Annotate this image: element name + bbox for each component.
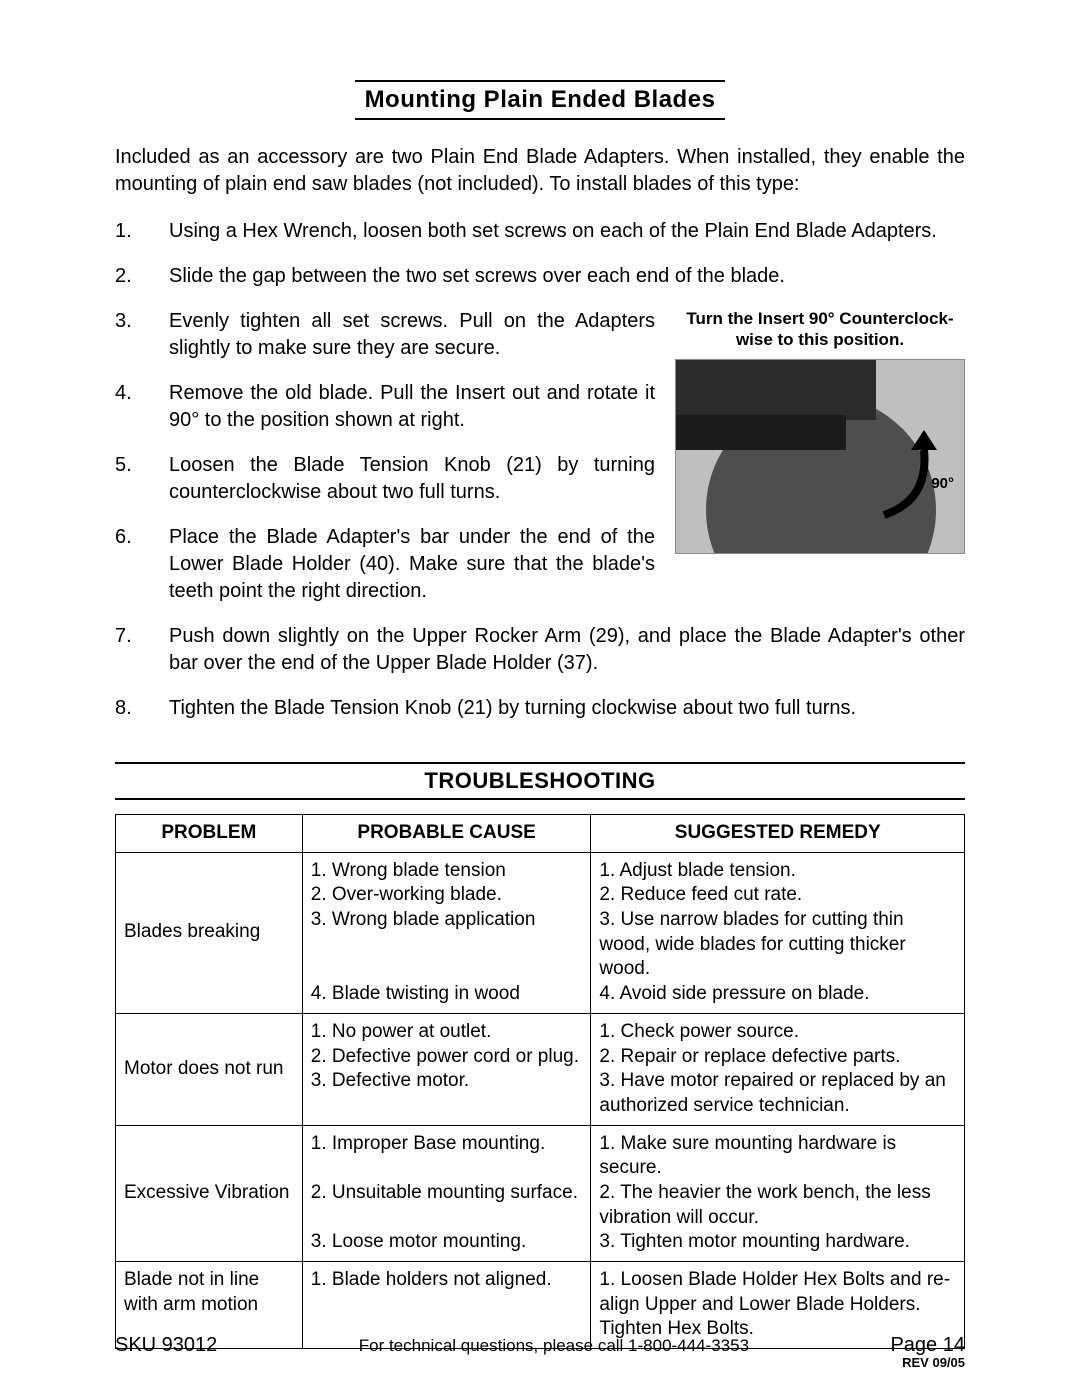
cell-cause: 1. No power at outlet. 2. Defective powe… [302,1013,591,1125]
step-text: Evenly tighten all set screws. Pull on t… [169,308,655,362]
figure-box: Turn the Insert 90° Counterclock-wise to… [675,308,965,554]
col-header-problem: PROBLEM [116,815,303,853]
table-header-row: PROBLEM PROBABLE CAUSE SUGGESTED REMEDY [116,815,965,853]
step-item: Evenly tighten all set screws. Pull on t… [115,308,655,362]
page-footer: SKU 93012 For technical questions, pleas… [115,1334,965,1357]
table-row: Motor does not run 1. No power at outlet… [116,1013,965,1125]
step-item: Using a Hex Wrench, loosen both set scre… [115,218,965,245]
step-item: Place the Blade Adapter's bar under the … [115,524,655,605]
section-title-text: Mounting Plain Ended Blades [355,80,726,120]
cell-problem: Excessive Vibration [116,1125,303,1261]
troubleshooting-table: PROBLEM PROBABLE CAUSE SUGGESTED REMEDY … [115,814,965,1349]
step-text: Place the Blade Adapter's bar under the … [169,524,655,605]
section-title-troubleshooting: TROUBLESHOOTING [115,762,965,800]
step-item: Slide the gap between the two set screws… [115,263,965,290]
step-item: Remove the old blade. Pull the Insert ou… [115,380,655,434]
footer-sku: SKU 93012 [115,1334,217,1357]
rotation-arrow-icon [869,430,939,520]
step-item: Push down slightly on the Upper Rocker A… [115,623,965,677]
figure-photo: 90° [675,359,965,554]
intro-paragraph: Included as an accessory are two Plain E… [115,144,965,198]
photo-clamp [676,360,876,420]
cell-problem: Blades breaking [116,852,303,1013]
footer-support-text: For technical questions, please call 1-8… [359,1336,749,1356]
cell-cause: 1. Wrong blade tension 2. Over-working b… [302,852,591,1013]
footer-page-number: Page 14 [890,1334,965,1357]
figure-caption: Turn the Insert 90° Counterclock-wise to… [675,308,965,351]
cell-remedy: 1. Make sure mounting hardware is secure… [591,1125,965,1261]
step-item: Tighten the Blade Tension Knob (21) by t… [115,695,965,722]
step-text: Remove the old blade. Pull the Insert ou… [169,380,655,434]
photo-clamp-lower [676,415,846,450]
cell-cause: 1. Improper Base mounting. 2. Unsuitable… [302,1125,591,1261]
col-header-remedy: SUGGESTED REMEDY [591,815,965,853]
step-text: Tighten the Blade Tension Knob (21) by t… [169,695,965,722]
cell-remedy: 1. Adjust blade tension. 2. Reduce feed … [591,852,965,1013]
step-text: Loosen the Blade Tension Knob (21) by tu… [169,452,655,506]
angle-label: 90° [931,475,954,492]
step-item: Loosen the Blade Tension Knob (21) by tu… [115,452,655,506]
steps-list-bottom: Push down slightly on the Upper Rocker A… [115,623,965,722]
table-row: Excessive Vibration 1. Improper Base mou… [116,1125,965,1261]
col-header-cause: PROBABLE CAUSE [302,815,591,853]
step-text: Slide the gap between the two set screws… [169,263,965,290]
table-row: Blades breaking 1. Wrong blade tension 2… [116,852,965,1013]
revision-label: REV 09/05 [115,1355,965,1370]
step-text: Using a Hex Wrench, loosen both set scre… [169,218,965,245]
step-text: Push down slightly on the Upper Rocker A… [169,623,965,677]
cell-problem: Motor does not run [116,1013,303,1125]
steps-list-top: Using a Hex Wrench, loosen both set scre… [115,218,965,290]
table-body: Blades breaking 1. Wrong blade tension 2… [116,852,965,1348]
cell-remedy: 1. Check power source. 2. Repair or repl… [591,1013,965,1125]
section-title-mounting: Mounting Plain Ended Blades [115,80,965,120]
